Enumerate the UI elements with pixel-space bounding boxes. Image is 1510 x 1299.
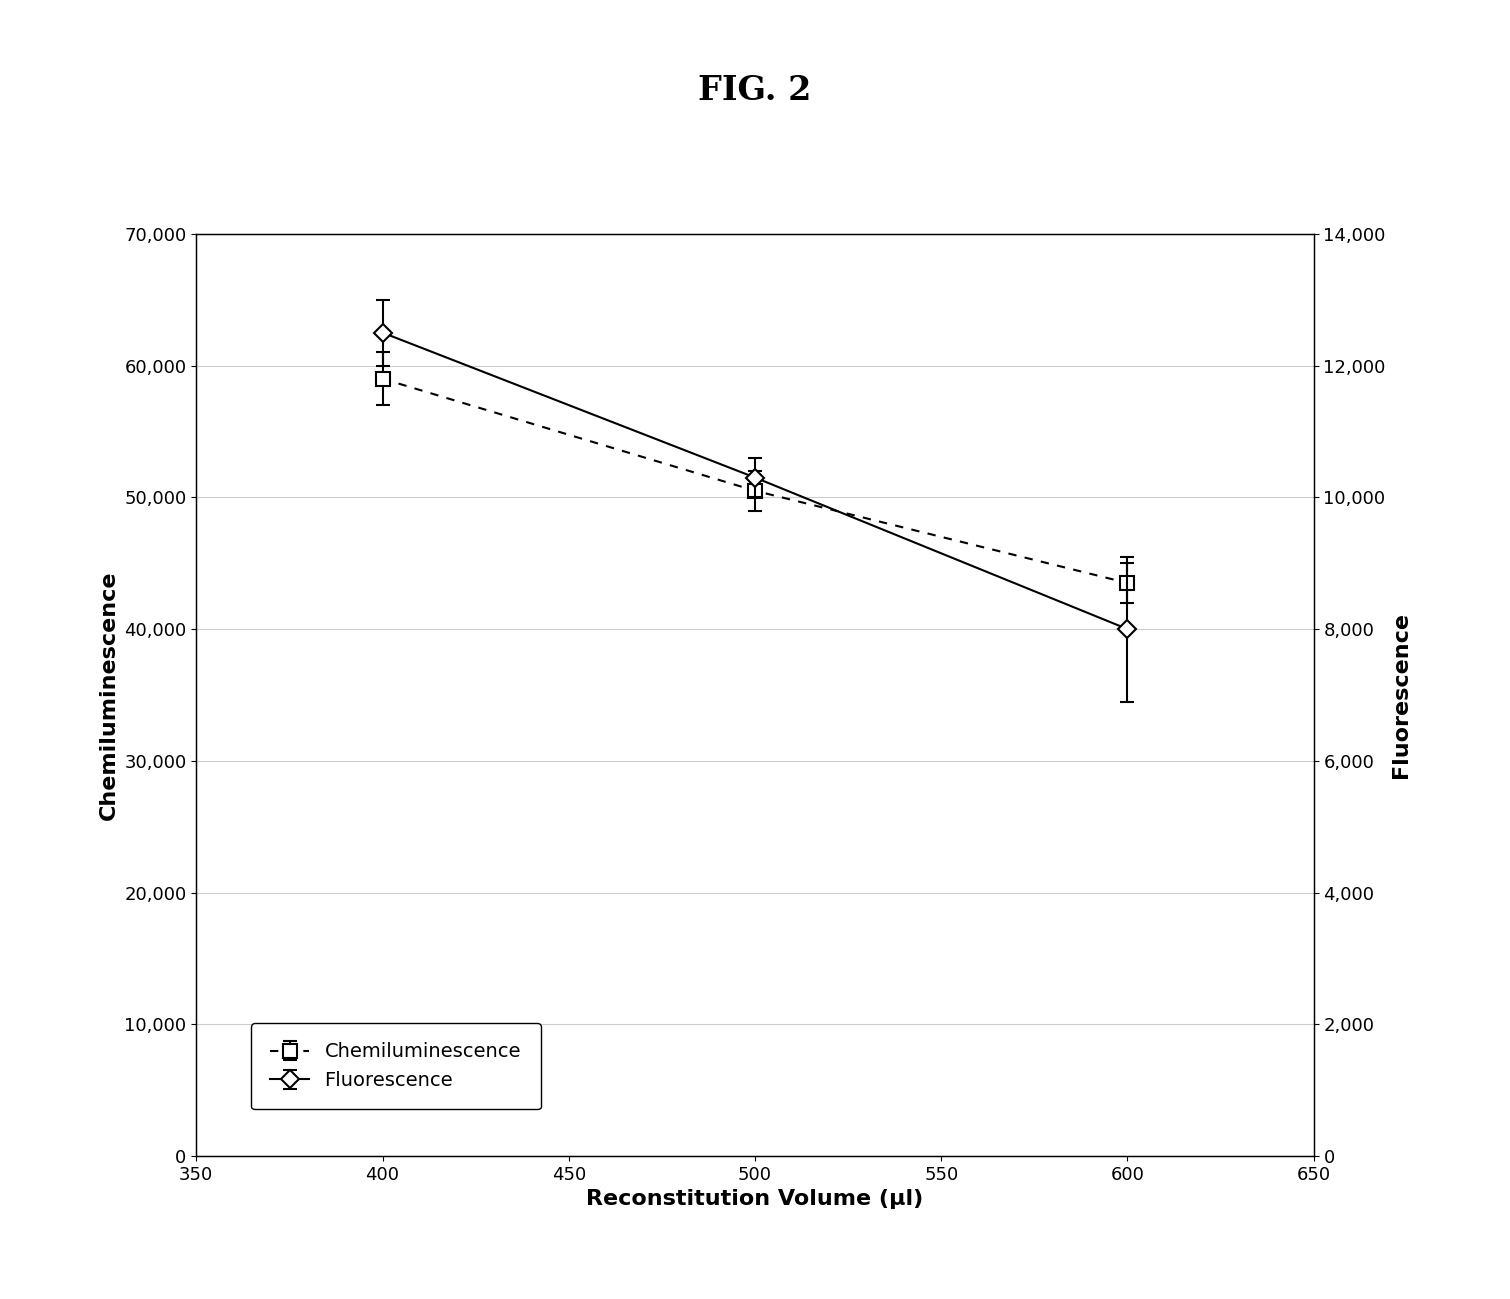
- Legend: Chemiluminescence, Fluorescence: Chemiluminescence, Fluorescence: [251, 1022, 541, 1109]
- X-axis label: Reconstitution Volume (μl): Reconstitution Volume (μl): [586, 1190, 924, 1209]
- Y-axis label: Chemiluminescence: Chemiluminescence: [98, 570, 119, 820]
- Text: FIG. 2: FIG. 2: [698, 74, 812, 108]
- Y-axis label: Fluorescence: Fluorescence: [1391, 612, 1412, 778]
